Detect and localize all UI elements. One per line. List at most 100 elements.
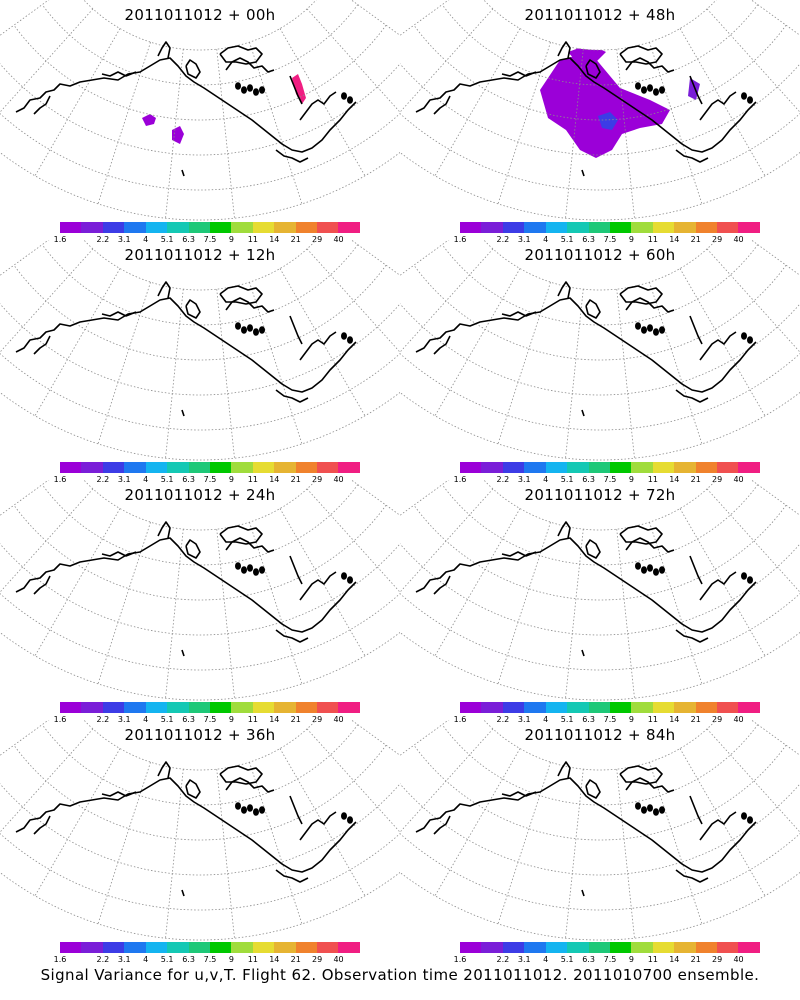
colorbar-swatch — [81, 942, 103, 953]
panel-title: 2011011012 + 36h — [124, 726, 276, 744]
colorbar-swatch — [545, 222, 568, 233]
colorbar-tick-label: 4 — [143, 235, 149, 244]
colorbar-swatch — [652, 222, 675, 233]
variance-region — [510, 526, 700, 664]
colorbar-tick-label: 7.5 — [603, 475, 617, 484]
colorbar-tick-label: 5.1 — [560, 235, 574, 244]
colorbar-tick-label: 14 — [669, 955, 680, 964]
coastline — [15, 281, 357, 417]
variance-region — [172, 126, 184, 144]
colorbar-tick-label: 7.5 — [603, 955, 617, 964]
colorbar-tick-label: 6.3 — [182, 715, 195, 724]
panel-title: 2011011012 + 84h — [524, 726, 676, 744]
colorbar-tick-label: 11 — [247, 475, 258, 484]
colorbar-tick-label: 29 — [312, 955, 323, 964]
colorbar-swatch — [481, 222, 503, 233]
colorbar-tick-label: 14 — [669, 235, 680, 244]
colorbar-swatch — [567, 222, 589, 233]
colorbar-tick-label: 2.2 — [496, 235, 510, 244]
colorbar-swatch — [738, 942, 760, 953]
colorbar-tick-label: 2.2 — [96, 715, 110, 724]
colorbar-swatch — [231, 942, 253, 953]
colorbar-tick-label: 6.3 — [182, 955, 195, 964]
colorbar-tick-label: 9 — [228, 955, 234, 964]
colorbar-tick-label: 5.1 — [560, 475, 574, 484]
colorbar-tick-label: 5.1 — [160, 715, 174, 724]
colorbar-swatch — [81, 702, 103, 713]
colorbar-swatch — [545, 942, 568, 953]
colorbar-swatch — [209, 942, 232, 953]
colorbar-swatch — [652, 462, 675, 473]
variance-region — [560, 836, 596, 868]
colorbar-swatch — [524, 702, 546, 713]
colorbar-swatch — [631, 462, 653, 473]
colorbar-tick-label: 6.3 — [582, 475, 595, 484]
colorbar-swatch — [545, 702, 568, 713]
colorbar-tick-label: 4 — [543, 235, 549, 244]
colorbar-tick-label: 3.1 — [117, 715, 131, 724]
variance-region — [550, 526, 600, 548]
colorbar-swatch — [717, 942, 739, 953]
colorbar-tick-label: 1.6 — [53, 475, 67, 484]
map-plot — [0, 240, 400, 461]
colorbar-swatch — [567, 942, 589, 953]
colorbar-swatch — [295, 942, 318, 953]
map-plot — [400, 240, 800, 461]
colorbar-swatch — [609, 462, 632, 473]
domain-boundary — [400, 480, 800, 701]
colorbar-swatch — [231, 222, 253, 233]
colorbar-swatch — [481, 462, 503, 473]
panel-title: 2011011012 + 60h — [524, 246, 676, 264]
forecast-map-panel: 2011011012 + 24h 1.6 2.2 3.1 4 5.1 6.3 7.5 9 11 14… — [0, 480, 400, 724]
colorbar-swatch — [252, 702, 275, 713]
variance-region — [606, 572, 654, 612]
colorbar-tick-label: 14 — [669, 715, 680, 724]
colorbar-tick-label: 6.3 — [182, 475, 195, 484]
colorbar-swatch — [502, 942, 525, 953]
variance-region — [590, 362, 616, 380]
colorbar-swatch — [609, 702, 632, 713]
coastline — [15, 41, 357, 177]
colorbar-swatch — [167, 222, 189, 233]
colorbar-tick-label: 40 — [733, 955, 744, 964]
colorbar — [60, 222, 360, 233]
panel-title: 2011011012 + 72h — [524, 486, 676, 504]
colorbar-tick-label: 14 — [269, 955, 280, 964]
colorbar-swatch — [102, 942, 125, 953]
colorbar-swatch — [674, 462, 696, 473]
colorbar-swatch — [252, 942, 275, 953]
colorbar-tick-label: 9 — [628, 955, 634, 964]
colorbar-tick-label: 40 — [333, 955, 344, 964]
domain-boundary — [0, 0, 400, 221]
colorbar-swatch — [209, 702, 232, 713]
colorbar-swatch — [588, 942, 610, 953]
colorbar-swatch — [81, 462, 103, 473]
colorbar-tick-label: 7.5 — [603, 715, 617, 724]
colorbar-tick-label: 11 — [647, 955, 658, 964]
colorbar-swatch — [124, 462, 146, 473]
colorbar-tick-label: 2.2 — [96, 235, 110, 244]
panel-title: 2011011012 + 00h — [124, 6, 276, 24]
colorbar-swatch — [317, 222, 339, 233]
colorbar-tick-label: 9 — [628, 235, 634, 244]
figure-caption: Signal Variance for u,v,T. Flight 62. Ob… — [40, 966, 760, 984]
colorbar-swatch — [674, 942, 696, 953]
colorbar-swatch — [145, 222, 168, 233]
colorbar-swatch — [717, 222, 739, 233]
colorbar-swatch — [502, 462, 525, 473]
colorbar-swatch — [209, 222, 232, 233]
coastline — [415, 281, 757, 417]
coastline — [15, 761, 357, 897]
domain-boundary — [0, 240, 400, 461]
colorbar-tick-label: 21 — [690, 235, 701, 244]
colorbar-swatch — [188, 222, 210, 233]
domain-boundary — [400, 240, 800, 461]
colorbar-swatch — [295, 222, 318, 233]
forecast-map-panel: 2011011012 + 00h 1.6 2.2 3.1 4 5.1 6.3 7.5 9 11 14… — [0, 0, 400, 244]
colorbar-tick-label: 9 — [628, 475, 634, 484]
domain-boundary — [400, 0, 800, 221]
colorbar-tick-label: 3.1 — [517, 235, 531, 244]
colorbar-tick-label: 1.6 — [453, 955, 467, 964]
coastline — [15, 521, 357, 657]
variance-region — [618, 830, 662, 866]
